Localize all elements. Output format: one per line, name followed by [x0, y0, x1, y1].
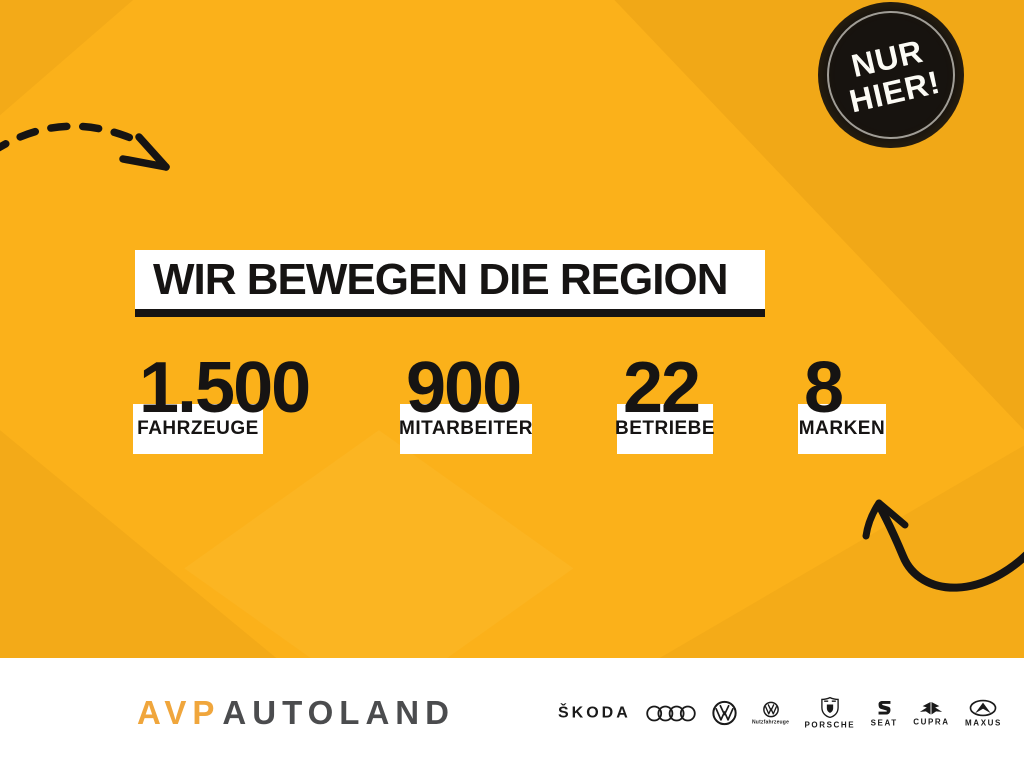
maxus-emblem-icon	[970, 699, 997, 716]
stat-value: 1.500	[139, 348, 311, 428]
stat-label: BETRIEBE	[614, 418, 716, 439]
vw-nutzfahrzeuge-logo: Nutzfahrzeuge	[752, 701, 789, 725]
stat-value: 22	[623, 348, 701, 428]
brand-logos-row: ŠKODA	[558, 696, 1002, 730]
curved-arrow-icon	[862, 499, 1024, 592]
maxus-wordmark: MAXUS	[965, 718, 1002, 727]
autoland-wordmark: AUTOLAND	[222, 694, 455, 731]
porsche-logo: PORSCHE	[804, 696, 856, 730]
seat-wordmark: SEAT	[870, 718, 898, 727]
badge-ring	[827, 11, 955, 139]
stat-value: 8	[804, 348, 844, 428]
stat-label-box: MITARBEITER	[399, 404, 533, 454]
nur-hier-badge: NUR HIER!	[818, 2, 964, 148]
audi-logo	[646, 703, 696, 723]
headline-box: WIR BEWEGEN DIE REGION	[135, 250, 765, 309]
dashed-arrow-icon	[0, 122, 170, 171]
skoda-wordmark: ŠKODA	[558, 704, 631, 721]
cupra-logo: CUPRA	[913, 700, 949, 726]
stat-mitarbeiter: 900 MITARBEITER	[399, 348, 533, 454]
stat-label-box: MARKEN	[798, 404, 886, 454]
stat-value: 900	[406, 348, 522, 428]
maxus-logo: MAXUS	[965, 699, 1002, 727]
audi-rings-icon	[646, 705, 696, 721]
skoda-logo: ŠKODA	[558, 704, 631, 722]
stat-betriebe: 22 BETRIEBE	[614, 348, 716, 454]
stat-label: MARKEN	[798, 418, 886, 439]
stat-label: MITARBEITER	[399, 418, 533, 439]
porsche-wordmark: PORSCHE	[804, 720, 856, 730]
cupra-emblem-icon	[920, 701, 943, 714]
vw-roundel-icon	[762, 701, 779, 717]
seat-s-icon	[878, 700, 891, 714]
porsche-crest-icon	[821, 696, 839, 719]
stat-label: FAHRZEUGE	[137, 418, 259, 439]
vw-roundel-icon	[711, 700, 737, 726]
stat-marken: 8 MARKEN	[798, 352, 886, 454]
avp-wordmark: AVP	[137, 694, 221, 731]
stat-label-box: BETRIEBE	[614, 404, 716, 454]
seat-logo: SEAT	[871, 699, 898, 727]
footer: AVPAUTOLAND ŠKODA	[0, 658, 1024, 768]
cupra-wordmark: CUPRA	[913, 717, 950, 726]
vw-logo	[711, 700, 737, 726]
stat-label-box: FAHRZEUGE	[133, 404, 263, 454]
headline-text: WIR BEWEGEN DIE REGION	[153, 254, 728, 304]
nutzfahrzeuge-wordmark: Nutzfahrzeuge	[752, 719, 790, 725]
headline-underline	[135, 309, 765, 317]
stat-fahrzeuge: 1.500 FAHRZEUGE	[133, 348, 311, 454]
avp-autoland-logo: AVPAUTOLAND	[137, 694, 455, 732]
